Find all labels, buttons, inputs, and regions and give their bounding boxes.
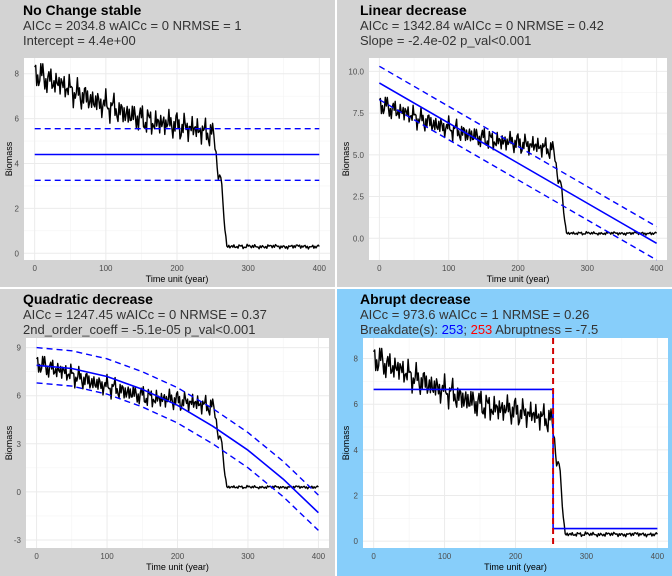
y-tick-label: 0 <box>17 488 22 497</box>
stats-line: Slope = -2.4e-02 p_val<0.001 <box>360 33 531 48</box>
y-tick-label: 2 <box>15 204 20 213</box>
y-tick-label: 8 <box>15 70 20 79</box>
x-tick-label: 100 <box>100 552 114 561</box>
x-tick-label: 200 <box>509 552 523 561</box>
breakdate-line: Breakdate(s): 253; 253 Abruptness = -7.5 <box>360 322 598 337</box>
y-axis-title: Biomass <box>341 425 351 460</box>
x-tick-label: 400 <box>650 264 664 273</box>
y-tick-label: 9 <box>17 344 22 353</box>
y-tick-label: 6 <box>354 400 359 409</box>
lower-ci-line <box>379 99 657 261</box>
x-tick-label: 300 <box>241 264 255 273</box>
panel-title: Linear decrease <box>360 2 467 18</box>
stats-line: AICc = 973.6 wAICc = 1 NRMSE = 0.26 <box>360 307 589 322</box>
y-axis-title: Biomass <box>341 141 351 176</box>
breakdate-value-blue: 253 <box>442 322 464 337</box>
stats-line: AICc = 1247.45 wAICc = 0 NRMSE = 0.37 <box>23 307 267 322</box>
breakdate-prefix: Breakdate(s): <box>360 322 442 337</box>
y-tick-label: 10.0 <box>348 67 364 76</box>
x-axis-title: Time unit (year) <box>484 562 547 572</box>
stats-line: Intercept = 4.4e+00 <box>23 33 136 48</box>
y-tick-label: 4 <box>15 159 20 168</box>
observed-biomass-line <box>36 355 319 490</box>
y-tick-label: 2 <box>354 492 359 501</box>
x-tick-label: 400 <box>313 264 327 273</box>
x-axis-title: Time unit (year) <box>146 562 209 572</box>
x-tick-label: 0 <box>377 264 382 273</box>
y-tick-label: 4 <box>354 446 359 455</box>
x-tick-label: 400 <box>312 552 326 561</box>
fitted-line <box>378 82 658 244</box>
x-tick-label: 100 <box>99 264 113 273</box>
x-tick-label: 0 <box>32 264 37 273</box>
x-tick-label: 300 <box>241 552 255 561</box>
y-tick-label: 3 <box>17 440 22 449</box>
y-tick-label: 8 <box>354 355 359 364</box>
x-axis-title: Time unit (year) <box>487 274 550 284</box>
observed-biomass-line <box>373 347 658 538</box>
panel-title: No Change stable <box>23 2 141 18</box>
x-axis-title: Time unit (year) <box>146 274 209 284</box>
y-tick-label: 0 <box>354 537 359 546</box>
x-tick-label: 400 <box>651 552 665 561</box>
y-tick-label: 0.0 <box>353 234 365 243</box>
panel-title: Quadratic decrease <box>23 291 153 307</box>
x-tick-label: 200 <box>511 264 525 273</box>
x-tick-label: 100 <box>442 264 456 273</box>
x-tick-label: 300 <box>581 264 595 273</box>
y-tick-label: 2.5 <box>353 193 365 202</box>
stats-line: AICc = 1342.84 wAICc = 0 NRMSE = 0.42 <box>360 18 604 33</box>
y-tick-label: 6 <box>17 392 22 401</box>
x-tick-label: 0 <box>34 552 39 561</box>
y-tick-label: 7.5 <box>353 109 365 118</box>
x-tick-label: 200 <box>170 264 184 273</box>
x-tick-label: 300 <box>580 552 594 561</box>
y-tick-label: 5.0 <box>353 151 365 160</box>
x-tick-label: 200 <box>171 552 185 561</box>
fitted-line <box>36 364 319 514</box>
x-tick-label: 100 <box>438 552 452 561</box>
breakdate-value-red: 253 <box>471 322 493 337</box>
y-tick-label: 6 <box>15 115 20 124</box>
breakdate-separator: ; <box>463 322 470 337</box>
lower-ci-line <box>36 382 319 531</box>
y-tick-label: 0 <box>15 249 20 258</box>
x-tick-label: 0 <box>371 552 376 561</box>
stats-line: 2nd_order_coeff = -5.1e-05 p_val<0.001 <box>23 322 256 337</box>
y-axis-title: Biomass <box>4 141 14 176</box>
abruptness-text: Abruptness = -7.5 <box>492 322 598 337</box>
panel-title: Abrupt decrease <box>360 291 471 307</box>
y-axis-title: Biomass <box>4 425 14 460</box>
upper-ci-line <box>36 346 319 496</box>
upper-ci-line <box>379 65 657 228</box>
stats-line: AICc = 2034.8 wAICc = 0 NRMSE = 1 <box>23 18 242 33</box>
observed-biomass-line <box>378 96 658 236</box>
observed-biomass-line <box>34 63 320 250</box>
y-tick-label: -3 <box>14 536 22 545</box>
